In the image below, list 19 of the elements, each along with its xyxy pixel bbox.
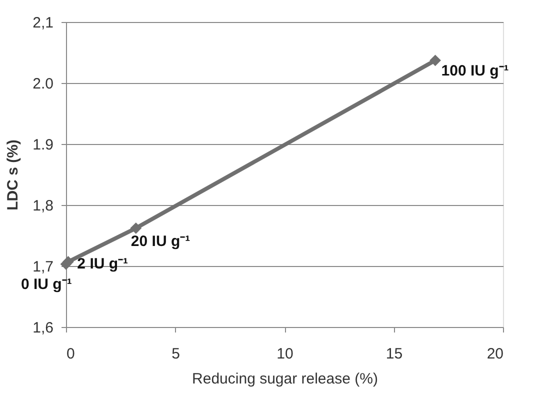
y-tick-label: 2,1 (32, 14, 54, 32)
x-tick-label: 15 (386, 346, 403, 362)
y-tick-label: 2.0 (32, 76, 54, 92)
x-tick-label: 10 (276, 346, 294, 362)
annotation: 2 IU g⁻¹ (77, 256, 128, 273)
x-tick-label: 5 (172, 346, 180, 362)
point (430, 54, 441, 66)
annotation: 0 IU g⁻¹ (21, 276, 72, 294)
x-tick-label: 0 (66, 346, 75, 362)
y-tick-label: 1.9 (32, 136, 54, 154)
y-tick-label: 1,6 (32, 320, 54, 336)
x-axis-title: Reducing sugar release (%) (192, 370, 378, 388)
y-axis-title: LDC s (%) (4, 140, 22, 210)
y-tick-label: 1,8 (32, 198, 54, 214)
x-tick-label: 20 (486, 346, 504, 362)
point (130, 222, 142, 234)
y-tick-label: 1,7 (32, 258, 54, 276)
annotation: 100 IU g⁻¹ (441, 62, 509, 80)
annotation: 20 IU g⁻¹ (130, 233, 190, 250)
